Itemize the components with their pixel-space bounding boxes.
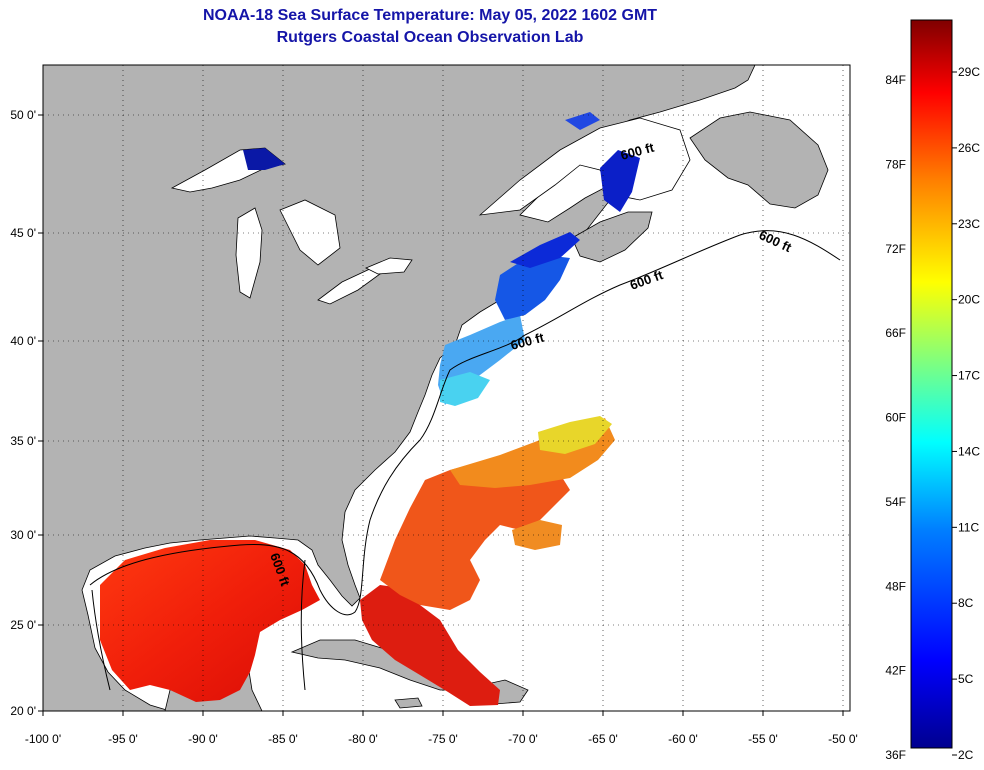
colorbar-f-label: 60F xyxy=(885,411,906,425)
sst-orange-south xyxy=(512,520,562,550)
colorbar-c-label: 23C xyxy=(958,217,980,231)
lon-tick-label: -85 0' xyxy=(268,732,298,746)
sst-cyan-patch xyxy=(440,372,490,406)
map-frame xyxy=(42,64,851,712)
depth-contour-line xyxy=(89,230,841,616)
colorbar-c-label: 11C xyxy=(958,520,979,534)
sst-gulf-of-mexico xyxy=(100,540,320,702)
colorbar-c-label: 17C xyxy=(958,369,980,383)
sst-southeast-atlantic xyxy=(380,462,570,610)
lat-tick-label: 45 0' xyxy=(10,226,36,240)
lat-tick-label: 35 0' xyxy=(10,434,36,448)
lat-tick-label: 50 0' xyxy=(10,108,36,122)
lon-tick-label: -55 0' xyxy=(748,732,778,746)
latitude-axis: 50 0' 45 0' 40 0' 35 0' 30 0' 25 0' 20 0' xyxy=(10,108,43,718)
colorbar-c-label: 20C xyxy=(958,293,980,307)
sst-bay-of-fundy xyxy=(510,232,580,268)
colorbar-f-label: 36F xyxy=(885,748,906,762)
colorbar-f-label: 42F xyxy=(885,664,906,678)
sst-florida-caribbean xyxy=(360,585,500,706)
sst-st-lawrence xyxy=(600,150,640,212)
lon-tick-label: -75 0' xyxy=(428,732,458,746)
longitude-axis: -100 0' -95 0' -90 0' -85 0' -80 0' -75 0' -70… xyxy=(25,711,858,746)
sst-st-lawrence-estuary xyxy=(565,112,600,130)
colorbar-fahrenheit-labels: 84F 78F 72F 66F 60F 54F 48F 42F 36F xyxy=(885,73,906,762)
colorbar-f-label: 78F xyxy=(885,157,906,171)
colorbar-f-label: 54F xyxy=(885,495,906,509)
depth-contour-gulf xyxy=(91,559,306,691)
colorbar-f-label: 48F xyxy=(885,579,906,593)
lon-tick-label: -50 0' xyxy=(828,732,858,746)
lon-tick-label: -100 0' xyxy=(25,732,61,746)
sst-yellow-patch xyxy=(538,416,612,454)
lat-tick-label: 30 0' xyxy=(10,528,36,542)
colorbar-f-label: 66F xyxy=(885,326,906,340)
lon-tick-label: -65 0' xyxy=(588,732,618,746)
colorbar-c-label: 8C xyxy=(958,596,974,610)
nova-scotia-land xyxy=(571,211,653,263)
sst-lake-superior xyxy=(243,148,285,170)
lon-tick-label: -70 0' xyxy=(508,732,538,746)
map-title: NOAA-18 Sea Surface Temperature: May 05,… xyxy=(202,7,658,24)
lon-tick-label: -95 0' xyxy=(108,732,138,746)
lat-tick-label: 25 0' xyxy=(10,618,36,632)
sst-gulf-of-maine xyxy=(495,255,570,320)
sst-data xyxy=(100,112,640,706)
colorbar-f-label: 84F xyxy=(885,73,906,87)
lake-michigan xyxy=(235,207,263,299)
colorbar xyxy=(910,19,953,749)
lake-huron xyxy=(279,199,341,266)
colorbar-c-label: 2C xyxy=(958,748,974,762)
gulf-of-st-lawrence xyxy=(478,117,691,216)
colorbar-f-label: 72F xyxy=(885,242,906,256)
colorbar-c-label: 29C xyxy=(958,65,980,79)
lon-tick-label: -60 0' xyxy=(668,732,698,746)
lake-ontario xyxy=(365,257,413,275)
lat-tick-label: 20 0' xyxy=(10,704,36,718)
lon-tick-label: -80 0' xyxy=(348,732,378,746)
lon-tick-label: -90 0' xyxy=(188,732,218,746)
colorbar-c-label: 14C xyxy=(958,444,980,458)
lat-tick-label: 40 0' xyxy=(10,334,36,348)
colorbar-c-label: 26C xyxy=(958,141,980,155)
newfoundland-land xyxy=(689,111,829,209)
colorbar-celsius-labels: 29C 26C 23C 20C 17C 14C 11C 8C 5C 2C xyxy=(952,65,980,762)
jamaica-land xyxy=(394,697,423,709)
colorbar-c-label: 5C xyxy=(958,672,974,686)
map-subtitle: Rutgers Coastal Ocean Observation Lab xyxy=(276,29,584,46)
